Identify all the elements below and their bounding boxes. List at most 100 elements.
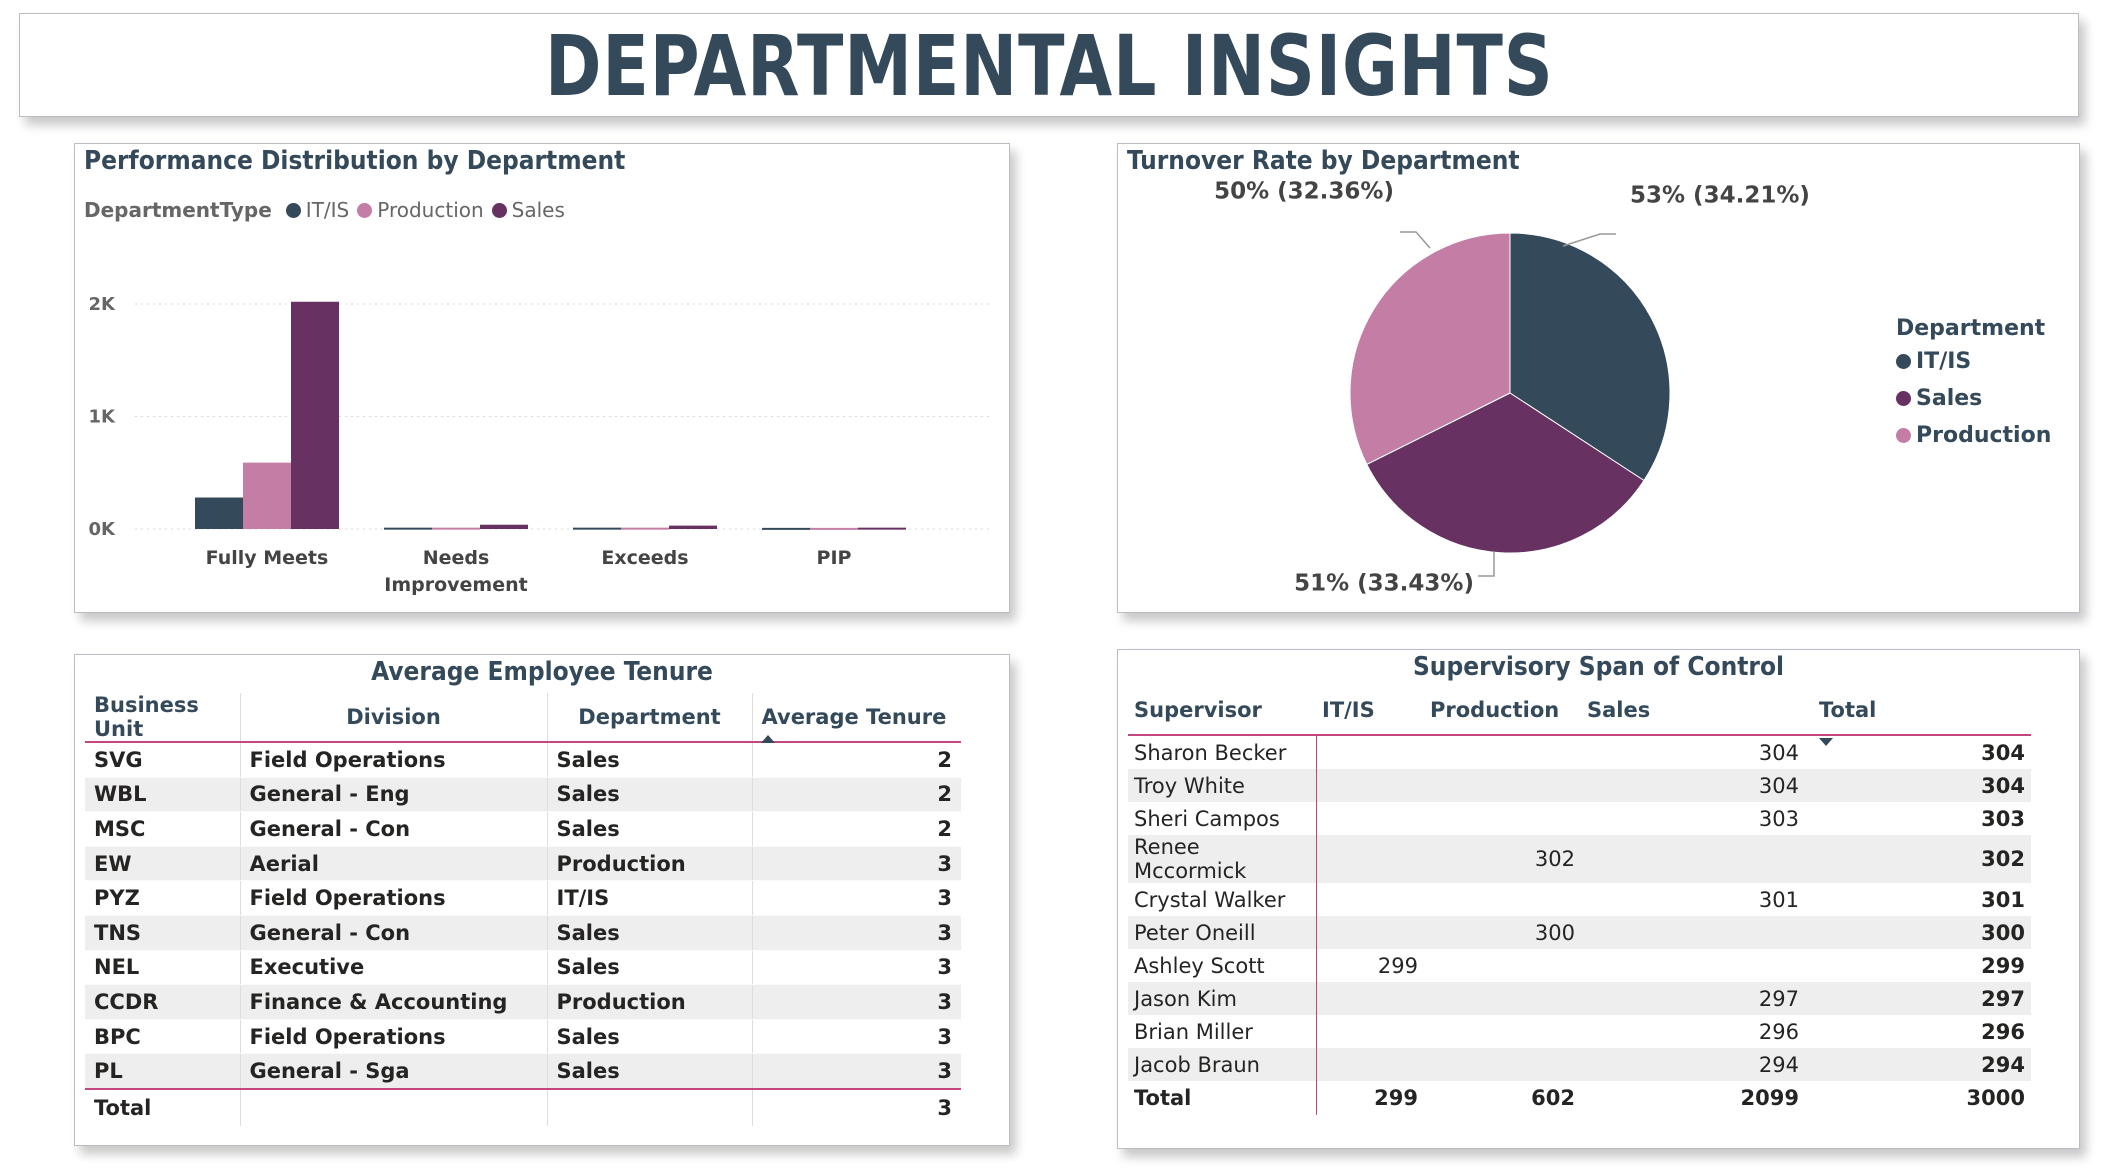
table-cell: 296 [1981, 1019, 2025, 1044]
table-cell: Field Operations [239, 742, 547, 778]
bar-sales-1[interactable] [480, 524, 528, 529]
bar-itis-2[interactable] [573, 527, 621, 530]
bar-production-0[interactable] [243, 462, 291, 529]
bar-itis-3[interactable] [762, 527, 810, 530]
performance-chart-card[interactable]: 0K 1K 2K Fully Meets Needs Improvement Exceeds… [74, 143, 1010, 613]
legend-item-sales[interactable]: Sales [491, 198, 565, 222]
column-header-label: Average Tenure [761, 705, 947, 729]
table-row[interactable]: CCDR Finance & Accounting Production 3 [85, 984, 961, 1020]
table-row[interactable]: Peter Oneill 300 300 [1128, 916, 2031, 949]
column-header-average-tenure[interactable]: Average Tenure [751, 693, 961, 743]
table-cell: 300 [1805, 916, 2031, 949]
turnover-legend: Department IT/IS Sales Production [1896, 316, 2059, 460]
table-cell [1316, 883, 1424, 916]
column-header-business-unit[interactable]: Business Unit [85, 693, 240, 743]
bar-itis-0[interactable] [195, 497, 243, 530]
span-table-card[interactable]: Supervisory Span of Control Supervisor I… [1117, 649, 2080, 1149]
span-table-title: Supervisory Span of Control [1412, 652, 1785, 682]
table-cell: 304 [1805, 769, 2031, 802]
table-row[interactable]: Jacob Braun 294 294 [1128, 1048, 2031, 1081]
table-row[interactable]: Ashley Scott 299 299 [1128, 949, 2031, 982]
tenure-table-card[interactable]: Average Employee Tenure Business Unit Di… [74, 654, 1010, 1146]
table-row[interactable]: PYZ Field Operations IT/IS 3 [85, 880, 961, 916]
table-cell: WBL [85, 777, 240, 813]
column-header-sales[interactable]: Sales [1581, 686, 1805, 736]
legend-title: Department [1896, 316, 2046, 341]
table-cell: IT/IS [546, 880, 752, 916]
table-cell [1316, 835, 1424, 883]
sort-ascending-icon [760, 735, 775, 743]
table-cell: 301 [1758, 887, 1799, 912]
table-cell: Sales [546, 915, 752, 951]
column-header-division[interactable]: Division [239, 693, 547, 743]
table-row[interactable]: SVG Field Operations Sales 2 [85, 742, 961, 778]
table-row[interactable]: EW Aerial Production 3 [85, 846, 961, 882]
table-cell: 297 [1805, 982, 2031, 1015]
table-row[interactable]: PL General - Sga Sales 3 [85, 1053, 961, 1090]
y-tick-label: 2K [89, 294, 117, 315]
legend-label: Sales [511, 198, 565, 222]
table-cell: Executive [239, 950, 547, 986]
legend-item-sales[interactable]: Sales [1896, 386, 2051, 411]
table-cell: 3 [751, 846, 961, 882]
column-header-department[interactable]: Department [546, 693, 752, 743]
legend-title: DepartmentType [84, 198, 272, 222]
table-cell: Troy White [1128, 769, 1317, 802]
table-cell [1316, 769, 1424, 802]
table-row[interactable]: Jason Kim 297 297 [1128, 982, 2031, 1015]
table-cell: Finance & Accounting [239, 984, 547, 1020]
bar-production-3[interactable] [810, 527, 858, 530]
table-cell: Field Operations [239, 1019, 547, 1055]
turnover-chart-card[interactable]: Turnover Rate by Department 53% (34.21%)… [1117, 143, 2080, 613]
pie-slice-sales[interactable] [1366, 392, 1645, 554]
table-cell: Sales [546, 1053, 752, 1090]
table-cell: PL [85, 1053, 240, 1090]
total-sales: 2099 [1740, 1086, 1799, 1110]
table-row[interactable]: WBL General - Eng Sales 2 [85, 777, 961, 813]
table-row[interactable]: BPC Field Operations Sales 3 [85, 1019, 961, 1055]
bar-sales-2[interactable] [669, 525, 717, 529]
table-row[interactable]: MSC General - Con Sales 2 [85, 811, 961, 847]
table-row[interactable]: Renee Mccormick 302 302 [1128, 835, 2031, 883]
table-row[interactable]: Sheri Campos 303 303 [1128, 802, 2031, 835]
legend-item-production[interactable]: Production [1896, 423, 2051, 448]
bar-itis-1[interactable] [384, 527, 432, 530]
bar-sales-0[interactable] [291, 301, 339, 529]
turnover-chart-title: Turnover Rate by Department [1127, 146, 1520, 176]
column-header-itis[interactable]: IT/IS [1316, 686, 1424, 736]
column-header-supervisor[interactable]: Supervisor [1128, 686, 1316, 736]
table-cell: 3 [751, 915, 961, 951]
table-row[interactable]: Sharon Becker 304 304 [1128, 735, 2031, 769]
table-cell: 3 [751, 1019, 961, 1055]
turnover-pie-chart: 53% (34.21%) 51% (33.43%) 50% (32.36%) [1214, 179, 1810, 597]
table-cell: Sales [546, 1019, 752, 1055]
x-tick-label: Fully Meets [206, 547, 329, 569]
table-cell: General - Con [239, 811, 547, 847]
performance-chart-title: Performance Distribution by Department [84, 146, 626, 176]
column-header-production[interactable]: Production [1424, 686, 1581, 736]
bar-sales-3[interactable] [858, 527, 906, 530]
column-header-total[interactable]: Total [1805, 686, 2031, 746]
table-cell: 302 [1805, 835, 2031, 883]
pie-slice-production[interactable] [1349, 232, 1511, 466]
table-row[interactable]: Brian Miller 296 296 [1128, 1015, 2031, 1048]
table-cell: Production [546, 984, 752, 1020]
x-tick-label: Improvement [384, 574, 527, 596]
legend-item-itis[interactable]: IT/IS [1896, 349, 2051, 374]
legend-item-itis[interactable]: IT/IS [285, 198, 349, 222]
total-value: 3 [751, 1087, 961, 1126]
legend-item-production[interactable]: Production [357, 198, 484, 222]
table-cell [1316, 1015, 1424, 1048]
bar-production-2[interactable] [621, 527, 669, 530]
table-cell: Sales [546, 950, 752, 986]
leader-line [1562, 233, 1616, 247]
table-row[interactable]: TNS General - Con Sales 3 [85, 915, 961, 951]
table-row[interactable]: Troy White 304 304 [1128, 769, 2031, 802]
table-cell: 294 [1581, 1048, 1805, 1081]
table-row[interactable]: NEL Executive Sales 3 [85, 950, 961, 986]
y-tick-label: 1K [89, 407, 117, 428]
bar-production-1[interactable] [432, 527, 480, 530]
column-header-label: Total [1819, 698, 1877, 722]
table-row[interactable]: Crystal Walker 301 301 [1128, 883, 2031, 916]
table-cell: 2 [751, 742, 961, 778]
